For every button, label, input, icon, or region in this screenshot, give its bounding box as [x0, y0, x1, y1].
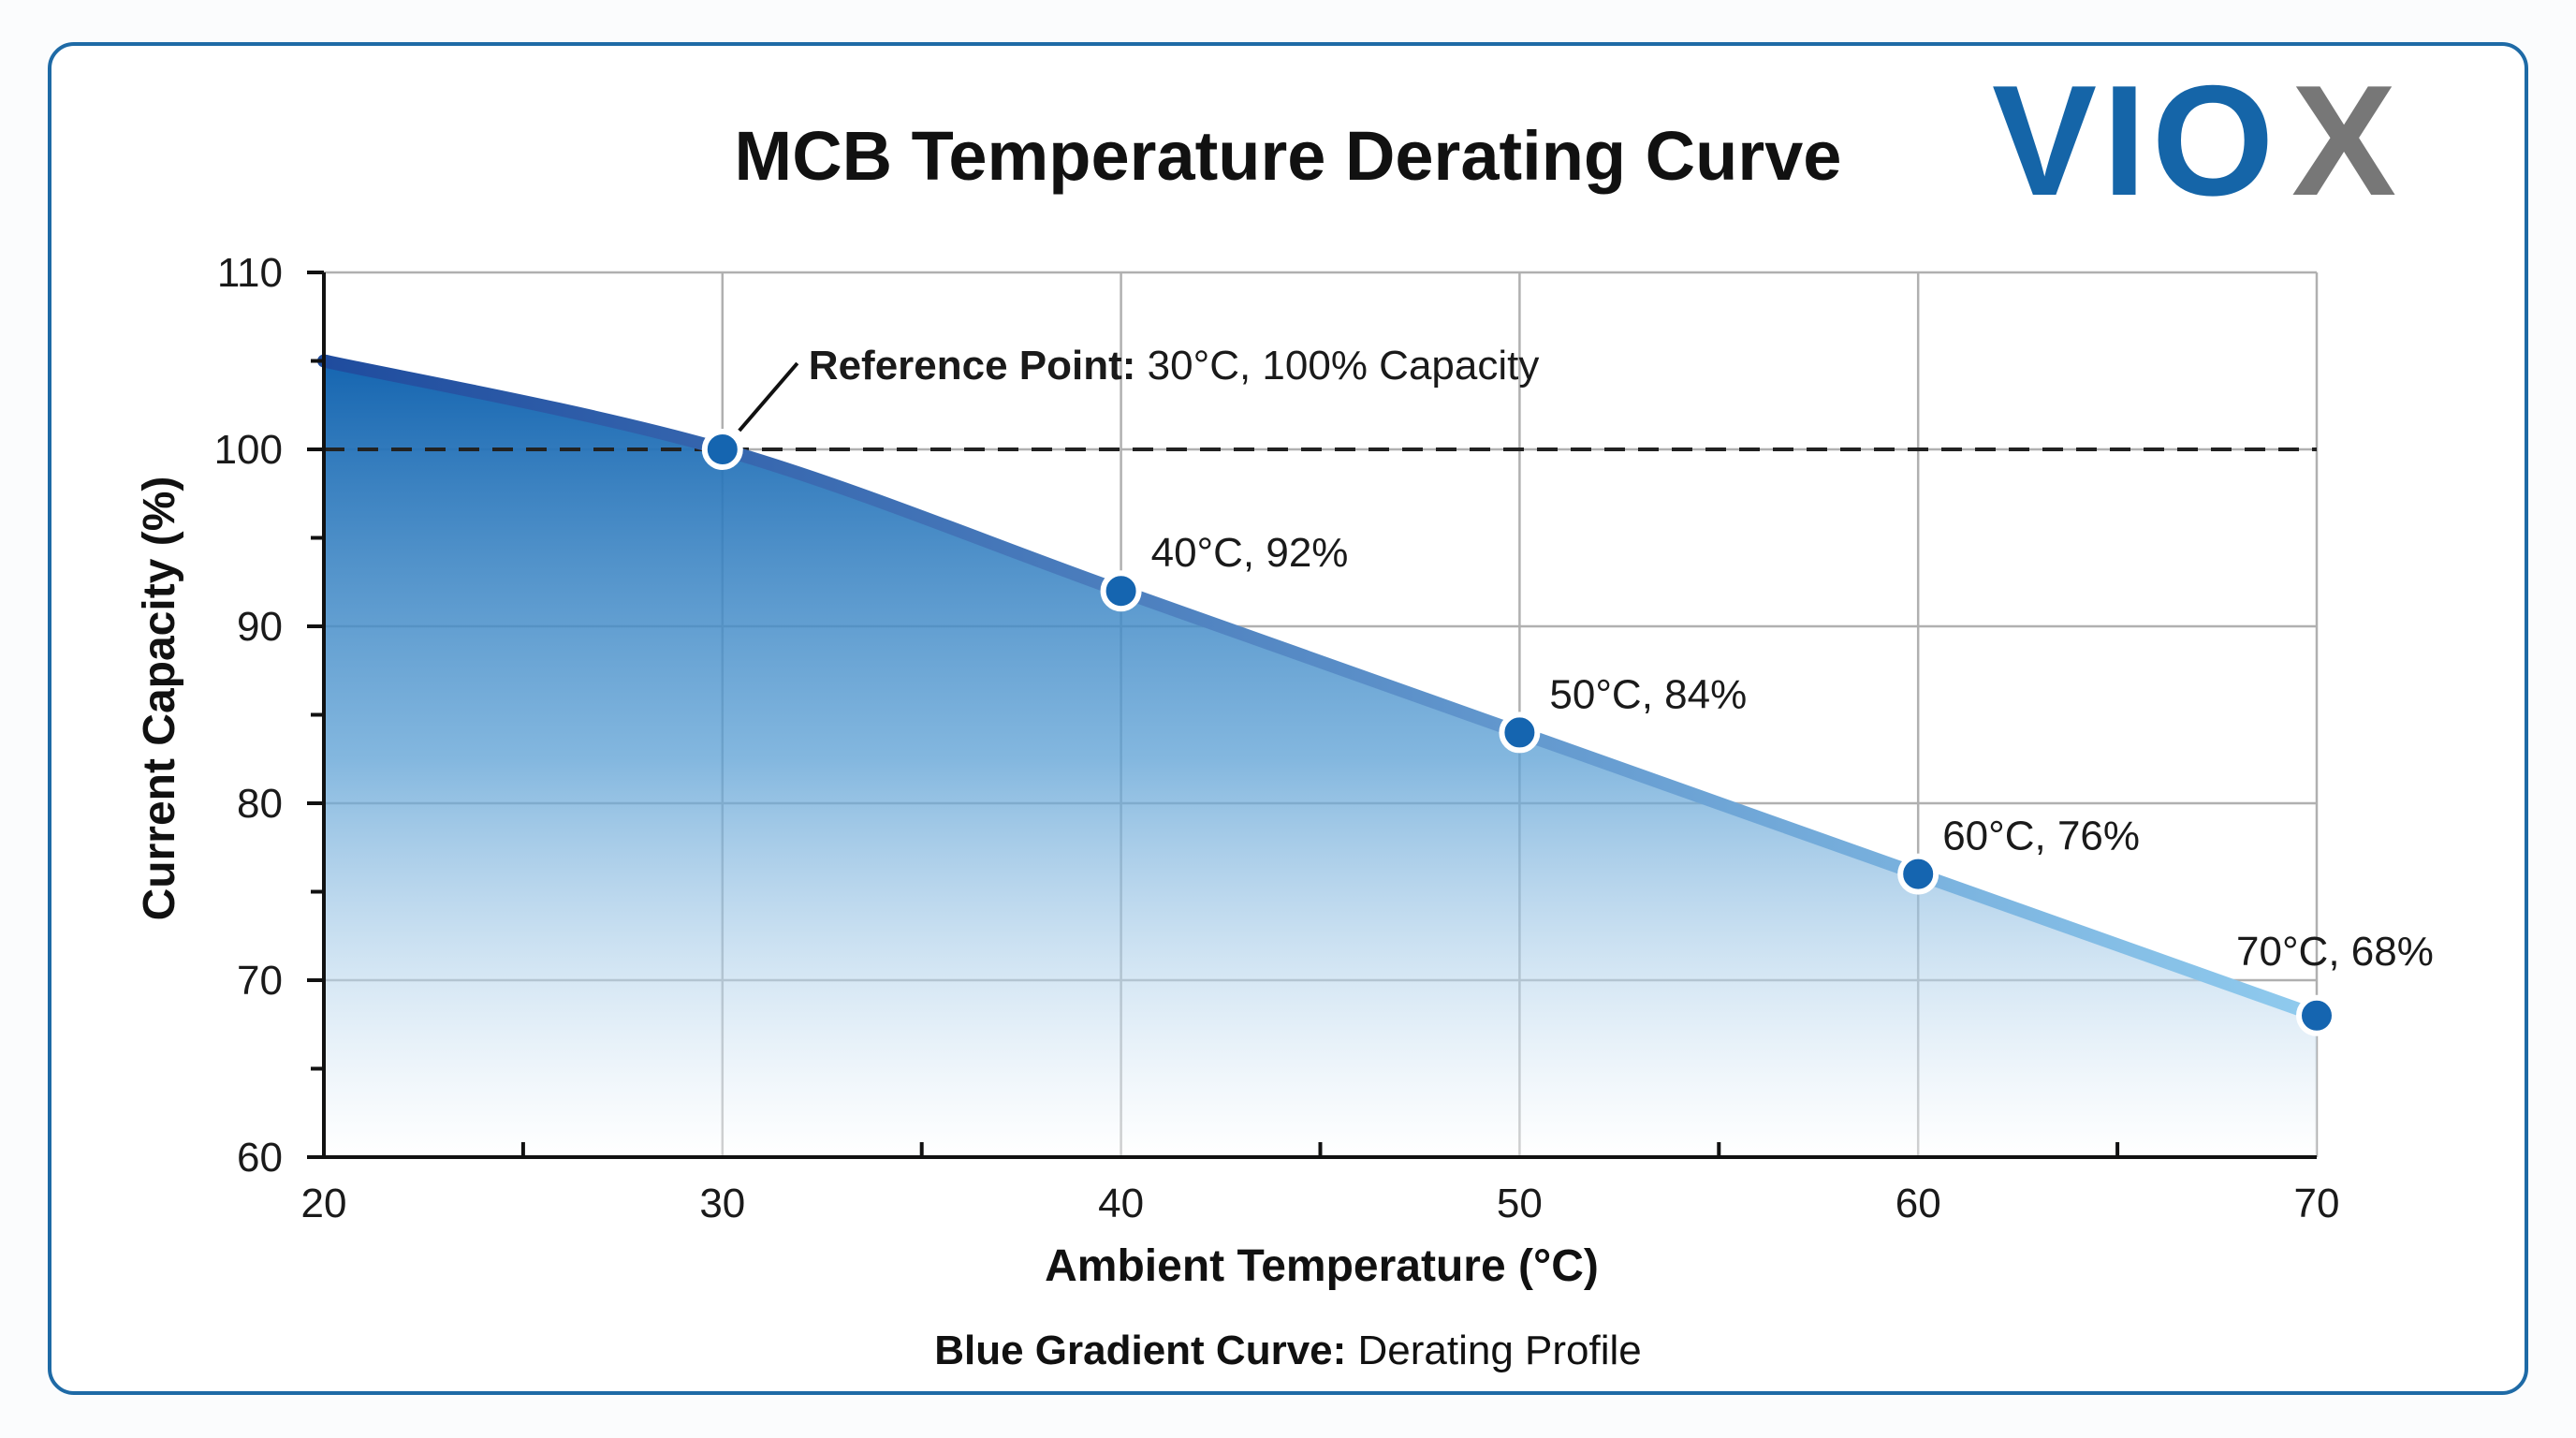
y-tick-label-70: 70 — [237, 958, 283, 1004]
data-point-50 — [1499, 712, 1541, 754]
y-tick-label-80: 80 — [237, 781, 283, 827]
reference-label-text: 30°C, 100% Capacity — [1135, 343, 1539, 389]
y-tick-label-100: 100 — [214, 427, 283, 473]
data-point-40 — [1100, 570, 1142, 612]
viox-logo: VIO X — [1992, 52, 2396, 228]
legend-caption-bold: Blue Gradient Curve: — [934, 1328, 1346, 1373]
x-tick-label-40: 40 — [1098, 1181, 1144, 1226]
legend-caption-text: Derating Profile — [1346, 1328, 1641, 1373]
point-label-70: 70°C, 68% — [2236, 929, 2434, 975]
y-tick-label-90: 90 — [237, 604, 283, 650]
point-label-40: 40°C, 92% — [1151, 530, 1349, 576]
x-tick-label-50: 50 — [1497, 1181, 1543, 1226]
x-tick-label-20: 20 — [301, 1181, 347, 1226]
x-tick-label-60: 60 — [1895, 1181, 1941, 1226]
point-label-50: 50°C, 84% — [1549, 671, 1747, 717]
x-axis-title: Ambient Temperature (°C) — [1045, 1241, 1599, 1291]
data-point-30 — [701, 429, 743, 470]
legend-caption: Blue Gradient Curve: Derating Profile — [934, 1328, 1642, 1373]
y-axis-title: Current Capacity (%) — [135, 477, 184, 921]
svg-text:X: X — [2291, 52, 2396, 228]
derating-curve-line — [317, 354, 2323, 1022]
svg-text:VIO: VIO — [1992, 52, 2279, 228]
x-tick-label-70: 70 — [2294, 1181, 2340, 1226]
y-tick-label-110: 110 — [217, 250, 283, 296]
x-tick-label-30: 30 — [699, 1181, 745, 1226]
y-tick-label-60: 60 — [237, 1135, 283, 1181]
chart-title: MCB Temperature Derating Curve — [735, 117, 1842, 195]
reference-leader-line — [738, 361, 799, 433]
reference-point-label: Reference Point: 30°C, 100% Capacity — [809, 343, 1540, 389]
data-point-70 — [2296, 994, 2337, 1036]
reference-label-bold: Reference Point: — [809, 343, 1136, 389]
data-point-60 — [1897, 853, 1939, 895]
derating-area-fill — [324, 360, 2317, 1157]
point-label-60: 60°C, 76% — [1942, 814, 2140, 859]
